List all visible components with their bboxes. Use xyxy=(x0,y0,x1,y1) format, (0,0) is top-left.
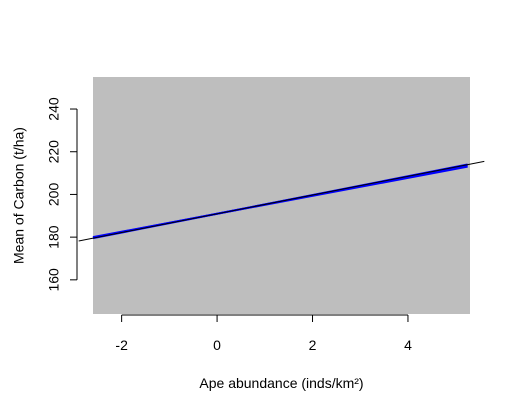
x-tick-label: -2 xyxy=(115,337,128,353)
x-ticks: -2 0 2 4 xyxy=(115,315,412,353)
axes-layer: -2 0 2 4 160 180 200 220 240 xyxy=(46,97,412,353)
y-axis-title: Mean of Carbon (t/ha) xyxy=(11,127,27,264)
y-tick-label: 200 xyxy=(46,183,62,207)
plot-panel xyxy=(93,77,470,314)
y-tick-label: 160 xyxy=(46,268,62,292)
series-line-4 xyxy=(78,160,485,242)
x-tick-label: 4 xyxy=(404,337,412,353)
x-tick-label: 2 xyxy=(309,337,317,353)
y-tick-label: 180 xyxy=(46,225,62,249)
y-tick-label: 220 xyxy=(46,140,62,164)
x-tick-label: 0 xyxy=(213,337,221,353)
x-axis-title: Ape abundance (inds/km²) xyxy=(199,375,363,391)
y-ticks: 160 180 200 220 240 xyxy=(46,97,77,292)
series-layer xyxy=(78,160,485,242)
y-tick-label: 240 xyxy=(46,97,62,121)
